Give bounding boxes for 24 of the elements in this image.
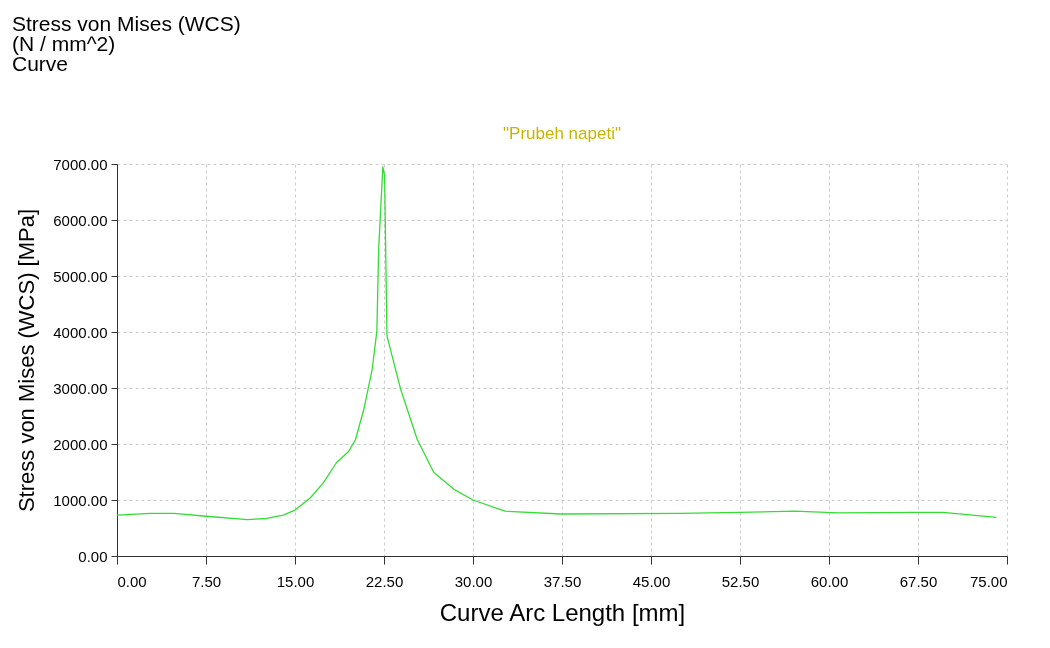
x-tick-label: 7.50 bbox=[191, 572, 222, 590]
y-axis-title: Stress von Mises (WCS) [MPa] bbox=[14, 208, 40, 513]
y-tick-label: 0.00 bbox=[78, 547, 108, 565]
y-tick-label: 6000.00 bbox=[53, 211, 108, 229]
x-tick-label: 0.00 bbox=[117, 572, 147, 590]
x-tick-label: 67.50 bbox=[899, 572, 938, 590]
chart-subtitle: "Prubeh napeti" bbox=[503, 124, 621, 143]
y-tick-label: 7000.00 bbox=[53, 155, 108, 173]
x-tick-label: 52.50 bbox=[721, 572, 760, 590]
x-tick-label: 30.00 bbox=[454, 572, 493, 590]
x-tick-label: 45.00 bbox=[632, 572, 671, 590]
chart-title: Stress von Mises (WCS) (N / mm^2) Curve bbox=[12, 12, 241, 75]
x-tick-label: 37.50 bbox=[543, 572, 582, 590]
line-series bbox=[117, 166, 997, 521]
y-tick-label: 4000.00 bbox=[53, 323, 108, 341]
y-tick-label: 3000.00 bbox=[53, 379, 108, 397]
y-tick-label: 5000.00 bbox=[53, 267, 108, 285]
x-tick-label: 60.00 bbox=[810, 572, 849, 590]
y-tick-label: 2000.00 bbox=[53, 435, 108, 453]
x-axis-title: Curve Arc Length [mm] bbox=[439, 598, 686, 626]
y-tick-label: 1000.00 bbox=[53, 491, 108, 509]
x-tick-label: 15.00 bbox=[276, 572, 315, 590]
x-tick-label: 22.50 bbox=[365, 572, 404, 590]
x-tick-label: 75.00 bbox=[969, 572, 1008, 590]
